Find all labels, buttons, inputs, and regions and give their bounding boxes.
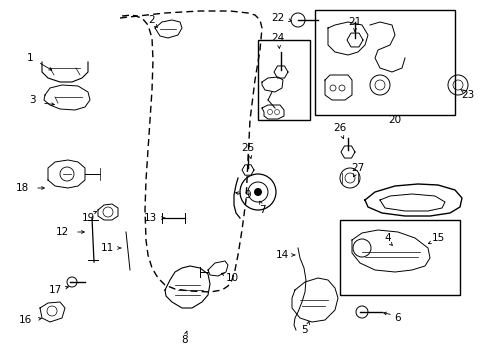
Text: 20: 20 xyxy=(387,115,401,125)
Text: 12: 12 xyxy=(55,227,68,237)
Text: 19: 19 xyxy=(81,213,95,223)
Text: 13: 13 xyxy=(143,213,156,223)
Text: 27: 27 xyxy=(351,163,364,173)
Text: 17: 17 xyxy=(48,285,61,295)
Text: 2: 2 xyxy=(148,15,155,25)
Text: 5: 5 xyxy=(301,325,307,335)
Text: 11: 11 xyxy=(100,243,113,253)
Text: 7: 7 xyxy=(258,205,265,215)
Text: 6: 6 xyxy=(394,313,401,323)
Text: 1: 1 xyxy=(27,53,33,63)
Text: 24: 24 xyxy=(271,33,284,43)
Text: 18: 18 xyxy=(15,183,29,193)
Text: 21: 21 xyxy=(347,17,361,27)
Text: 23: 23 xyxy=(461,90,474,100)
Text: 16: 16 xyxy=(19,315,32,325)
Bar xyxy=(314,10,454,115)
Text: 25: 25 xyxy=(241,143,254,153)
Text: 15: 15 xyxy=(430,233,444,243)
Text: 3: 3 xyxy=(29,95,35,105)
Text: 8: 8 xyxy=(182,335,188,345)
Bar xyxy=(258,40,309,120)
Text: 10: 10 xyxy=(225,273,238,283)
Text: 26: 26 xyxy=(333,123,346,133)
Circle shape xyxy=(253,188,262,196)
Text: 14: 14 xyxy=(275,250,288,260)
Text: 22: 22 xyxy=(271,13,284,23)
Text: 4: 4 xyxy=(384,233,390,243)
Bar xyxy=(339,220,459,295)
Text: 9: 9 xyxy=(244,190,251,200)
